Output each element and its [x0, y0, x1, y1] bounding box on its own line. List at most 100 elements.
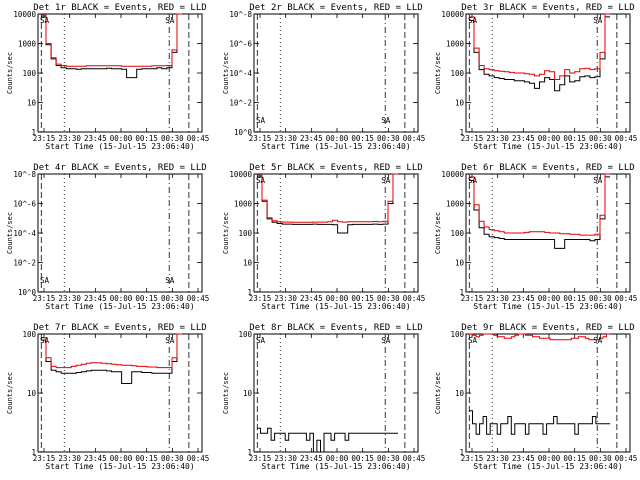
series-events-line — [469, 176, 610, 249]
y-tick-label: 1 — [31, 448, 36, 457]
x-tick-label: 00:45 — [615, 294, 638, 303]
panel-title: Det 9r BLACK = Events, RED = LLD — [461, 323, 634, 333]
series-lld-line — [469, 13, 610, 80]
series-lld-line — [469, 173, 610, 236]
x-tick-label: 23:45 — [84, 454, 107, 463]
x-tick-label: 23:15 — [33, 294, 56, 303]
x-tick-label: 00:00 — [326, 454, 349, 463]
x-tick-label: 00:15 — [563, 294, 586, 303]
x-tick-label: 00:45 — [187, 454, 210, 463]
panel-title: Det 8r BLACK = Events, RED = LLD — [249, 323, 422, 333]
y-axis-label: Counts/sec — [222, 212, 230, 254]
x-axis-label: Start Time (15-Jul-15 23:06:40) — [473, 302, 622, 311]
y-axis-label: Counts/sec — [434, 372, 442, 414]
y-tick-label: 1000 — [18, 40, 37, 49]
series-lld-line — [41, 333, 182, 369]
panel-title: Det 6r BLACK = Events, RED = LLD — [461, 163, 634, 173]
x-axis-label: Start Time (15-Jul-15 23:06:40) — [473, 142, 622, 151]
saa-marker: SA — [593, 16, 603, 25]
panel-title: Det 2r BLACK = Events, RED = LLD — [249, 3, 422, 13]
y-tick-label: 1 — [247, 288, 252, 297]
y-tick-label: 1000 — [446, 200, 465, 209]
series-lld-line — [257, 173, 398, 223]
panel-7: Det 7r BLACK = Events, RED = LLD 23:15 23:… — [6, 323, 209, 471]
y-axis-label: Counts/sec — [222, 372, 230, 414]
saa-marker: SA — [256, 116, 266, 125]
y-axis-label: Counts/sec — [6, 212, 14, 254]
y-tick-label: 1 — [459, 288, 464, 297]
x-tick-label: 23:15 — [33, 454, 56, 463]
x-tick-label: 00:45 — [615, 134, 638, 143]
saa-marker: SA — [468, 16, 478, 25]
x-tick-label: 00:00 — [538, 134, 561, 143]
y-tick-label: 10 — [455, 389, 465, 398]
x-tick-label: 00:30 — [589, 294, 612, 303]
y-tick-label: 100 — [450, 229, 464, 238]
x-tick-label: 23:45 — [300, 454, 323, 463]
x-tick-label: 00:15 — [351, 134, 374, 143]
x-tick-label: 00:15 — [563, 134, 586, 143]
x-tick-label: 00:00 — [326, 134, 349, 143]
panel-title: Det 1r BLACK = Events, RED = LLD — [33, 3, 206, 13]
x-tick-label: 00:45 — [187, 134, 210, 143]
y-tick-label: 1 — [247, 448, 252, 457]
series-lld-line — [469, 333, 610, 341]
y-tick-label: 10 — [27, 389, 37, 398]
y-axis-label: Counts/sec — [222, 52, 230, 94]
y-tick-label: 100 — [450, 330, 464, 339]
y-tick-label: 10000 — [229, 170, 252, 179]
y-axis-label: Counts/sec — [434, 212, 442, 254]
x-tick-label: 23:45 — [300, 134, 323, 143]
y-tick-label: 10000 — [441, 10, 464, 19]
saa-marker: SA — [40, 276, 50, 285]
series-events-line — [469, 410, 610, 435]
y-tick-label: 10^-6 — [13, 200, 36, 209]
x-tick-label: 00:45 — [403, 294, 426, 303]
x-tick-label: 00:15 — [351, 454, 374, 463]
x-tick-label: 00:30 — [377, 454, 400, 463]
x-tick-label: 23:15 — [461, 294, 484, 303]
x-tick-label: 00:15 — [351, 294, 374, 303]
y-tick-label: 1 — [31, 128, 36, 137]
saa-marker: SA — [256, 336, 266, 345]
x-tick-label: 00:45 — [403, 134, 426, 143]
x-tick-label: 00:15 — [135, 294, 158, 303]
saa-marker: SA — [165, 336, 175, 345]
x-tick-label: 00:15 — [563, 454, 586, 463]
x-axis-label: Start Time (15-Jul-15 23:06:40) — [261, 302, 410, 311]
x-tick-label: 23:30 — [274, 134, 297, 143]
y-tick-label: 10 — [455, 259, 465, 268]
y-tick-label: 10^-2 — [13, 259, 36, 268]
saa-marker: SA — [381, 176, 391, 185]
y-tick-label: 1000 — [234, 200, 253, 209]
x-tick-label: 23:45 — [84, 134, 107, 143]
panel-8: Det 8r BLACK = Events, RED = LLD 23:15 23:… — [222, 323, 425, 471]
y-tick-label: 10 — [243, 259, 253, 268]
x-tick-label: 23:30 — [58, 294, 81, 303]
y-tick-label: 10000 — [441, 170, 464, 179]
x-tick-label: 00:30 — [161, 294, 184, 303]
x-tick-label: 00:30 — [161, 134, 184, 143]
x-tick-label: 23:30 — [486, 454, 509, 463]
x-tick-label: 23:30 — [274, 294, 297, 303]
x-tick-label: 00:30 — [377, 294, 400, 303]
x-tick-label: 00:00 — [538, 454, 561, 463]
x-tick-label: 23:15 — [249, 454, 272, 463]
saa-marker: SA — [593, 176, 603, 185]
x-tick-label: 00:00 — [110, 454, 133, 463]
x-axis-label: Start Time (15-Jul-15 23:06:40) — [261, 462, 410, 471]
y-axis-label: Counts/sec — [6, 372, 14, 414]
x-tick-label: 00:45 — [403, 454, 426, 463]
panel-title: Det 7r BLACK = Events, RED = LLD — [33, 323, 206, 333]
x-axis-label: Start Time (15-Jul-15 23:06:40) — [473, 462, 622, 471]
x-tick-label: 00:45 — [615, 454, 638, 463]
series-events-line — [41, 13, 182, 79]
x-tick-label: 00:00 — [110, 134, 133, 143]
x-tick-label: 23:45 — [84, 294, 107, 303]
saa-marker: SA — [381, 336, 391, 345]
